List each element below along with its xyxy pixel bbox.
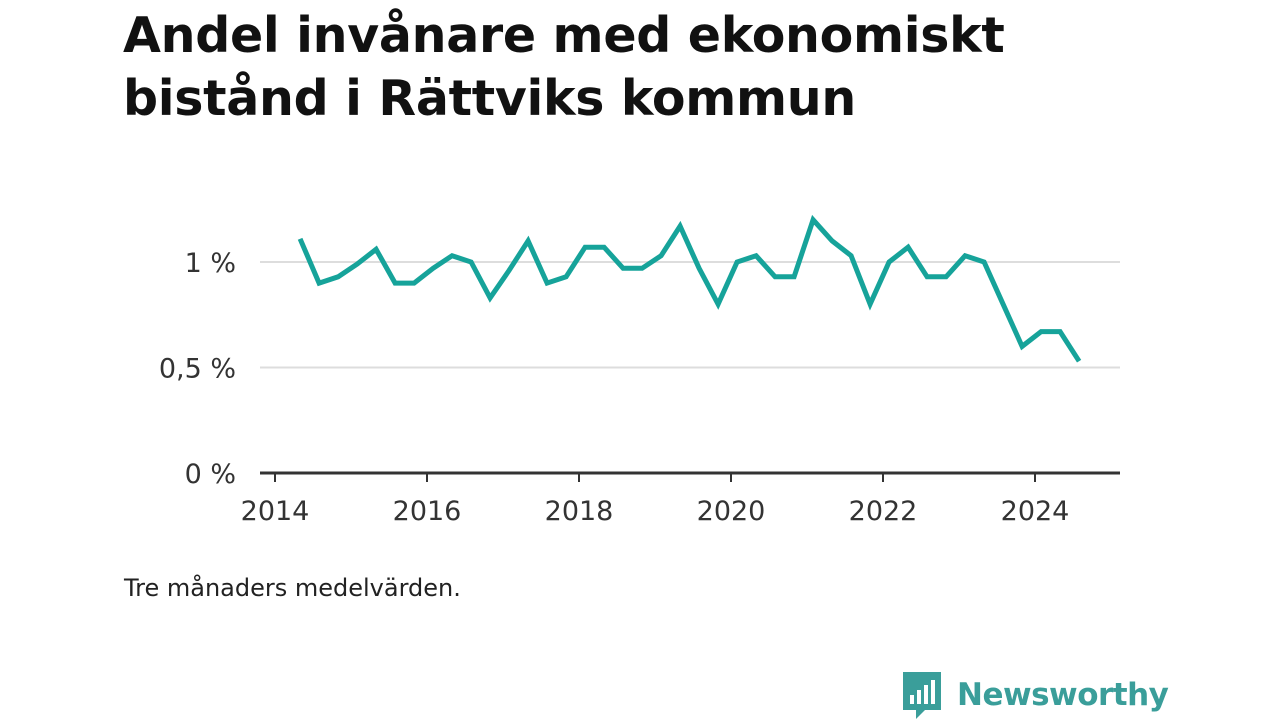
y-tick-label: 0 %	[185, 459, 236, 490]
bar-chart-speech-bubble-icon	[903, 672, 941, 719]
x-tick-label: 2018	[545, 496, 614, 527]
chart-note: Tre månaders medelvärden.	[124, 574, 461, 602]
x-tick-label: 2016	[393, 496, 462, 527]
series-line	[297, 214, 1082, 363]
y-axis-labels: 0 % 0,5 % 1 %	[159, 248, 236, 490]
brand-name: Newsworthy	[957, 677, 1169, 713]
series-layer	[297, 214, 1082, 363]
brand-logo: Newsworthy	[901, 670, 1169, 720]
x-tick-label: 2024	[1001, 496, 1070, 527]
y-tick-label: 1 %	[185, 248, 236, 279]
y-tick-label: 0,5 %	[159, 354, 236, 385]
x-tick-label: 2022	[849, 496, 918, 527]
page-title: Andel invånare med ekonomiskt bistånd i …	[123, 7, 1005, 127]
x-tick-label: 2014	[241, 496, 310, 527]
x-tick-label: 2020	[697, 496, 766, 527]
x-axis-labels: 2014 2016 2018 2020 2022 2024	[241, 496, 1070, 527]
x-axis	[260, 471, 1120, 482]
